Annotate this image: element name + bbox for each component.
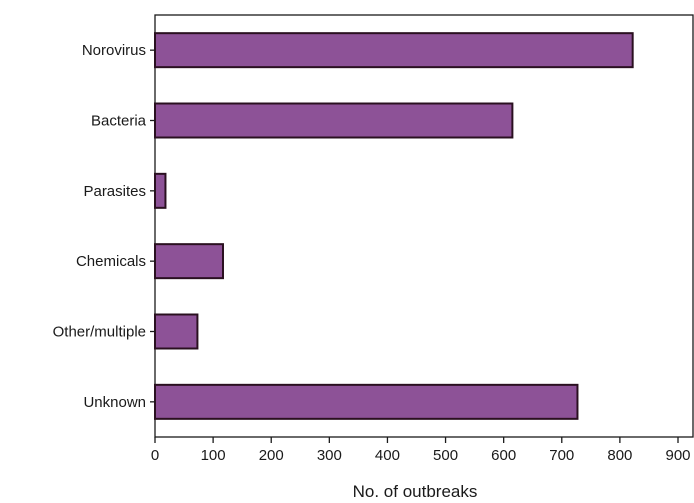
bars-group	[154, 32, 634, 420]
category-label-unknown: Unknown	[83, 394, 146, 411]
bar-chemicals	[154, 243, 224, 280]
x-tick-label-700: 700	[549, 447, 574, 464]
category-label-norovirus: Norovirus	[82, 42, 146, 59]
x-tick-label-900: 900	[665, 447, 690, 464]
bar-other-multiple	[154, 313, 199, 350]
x-axis-title: No. of outbreaks	[353, 482, 478, 501]
x-tick-label-300: 300	[317, 447, 342, 464]
plot-frame	[154, 14, 694, 438]
category-labels: Norovirus Bacteria Parasites Chemicals Other…	[53, 42, 155, 411]
x-tick-label-500: 500	[433, 447, 458, 464]
x-tick-label-600: 600	[491, 447, 516, 464]
category-label-other-multiple: Other/multiple	[53, 324, 146, 341]
bar-unknown	[154, 383, 579, 420]
x-tick-label-0: 0	[151, 447, 159, 464]
x-tick-label-200: 200	[259, 447, 284, 464]
x-tick-label-800: 800	[607, 447, 632, 464]
x-axis-ticks: 0 100 200 300 400 500 600 700 800 900	[151, 437, 691, 464]
x-tick-label-100: 100	[201, 447, 226, 464]
bar-parasites	[154, 172, 167, 209]
bar-bacteria	[154, 102, 514, 139]
category-label-chemicals: Chemicals	[76, 253, 146, 270]
category-label-parasites: Parasites	[83, 183, 146, 200]
x-tick-label-400: 400	[375, 447, 400, 464]
bar-norovirus	[154, 32, 634, 69]
category-label-bacteria: Bacteria	[91, 113, 147, 130]
